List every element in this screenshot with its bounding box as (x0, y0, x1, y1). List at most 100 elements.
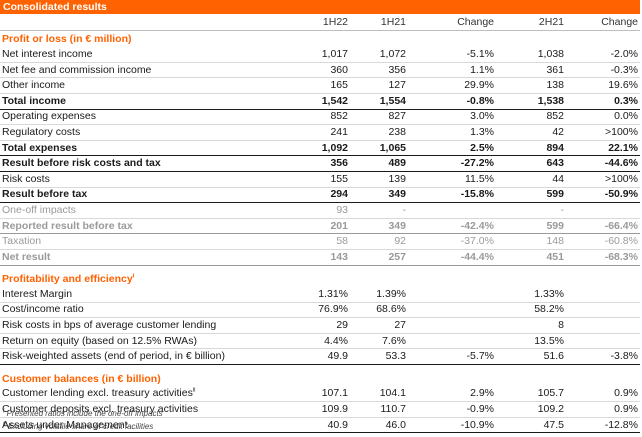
table-cell: -0.3% (566, 62, 640, 79)
table-row: One-off impacts 93- - (0, 202, 640, 219)
table-cell: -0.8% (408, 92, 496, 110)
table-cell: -37.0% (408, 233, 496, 250)
table-cell: 1.1% (408, 62, 496, 79)
table-cell: 599 (510, 217, 566, 235)
table-cell (496, 386, 510, 403)
table-cell: 241 (268, 124, 350, 141)
table-cell: -68.3% (566, 248, 640, 266)
table-cell: 599 (510, 186, 566, 204)
table-cell: 42 (510, 124, 566, 141)
table-cell: -2.0% (566, 47, 640, 63)
table-cell: -66.4% (566, 217, 640, 235)
row-label: Net fee and commission income (0, 62, 268, 79)
table-cell (268, 30, 350, 47)
table-cell (496, 30, 510, 47)
table-cell: 47.5 (510, 417, 566, 434)
table-cell (496, 62, 510, 79)
table-cell: 643 (510, 155, 566, 172)
table-cell: 0.9% (566, 386, 640, 403)
row-label: Net interest income (0, 47, 268, 63)
table-cell (496, 401, 510, 418)
table-cell (496, 171, 510, 188)
table-cell: -42.4% (408, 217, 496, 235)
row-label: Cost/income ratio (0, 302, 268, 319)
table-cell: 2.9% (408, 386, 496, 403)
table-cell: 238 (350, 124, 408, 141)
table-cell: 4.4% (268, 333, 350, 350)
table-cell (268, 370, 350, 387)
table-cell: -44.6% (566, 155, 640, 172)
table-cell: 49.9 (268, 348, 350, 366)
consolidated-results-table: 1H22 1H21 Change 2H21 Change Profit or loss (… (0, 15, 640, 434)
table-cell: -50.9% (566, 186, 640, 204)
table-cell: 92 (350, 233, 408, 250)
table-cell: 53.3 (350, 348, 408, 366)
table-cell (496, 139, 510, 157)
table-cell (408, 370, 496, 387)
table-row: Risk costs 155 139 11.5% 44 >100% (0, 171, 640, 188)
row-label: Result before risk costs and tax (0, 155, 268, 172)
row-label: Operating expenses (0, 109, 268, 126)
footnotes: i Presented ratios include the one-off i… (3, 407, 163, 433)
table-row: Risk-weighted assets (end of period, in … (0, 348, 640, 366)
table-cell: 852 (268, 109, 350, 126)
row-label: Net result (0, 248, 268, 266)
table-cell: 356 (350, 62, 408, 79)
table-row: Assets under Management 40.9 46.0 -10.9% 47.… (0, 417, 640, 434)
table-cell: 1,542 (268, 92, 350, 110)
table-cell (510, 30, 566, 47)
table-cell: 1,554 (350, 92, 408, 110)
table-row: Total income 1,542 1,554 -0.8% 1,538 0.3% (0, 92, 640, 110)
table-row: Net interest income 1,017 1,072 -5.1% 1,038-… (0, 47, 640, 63)
table-row: Result before tax 294 349 -15.8% 599 -50.9% (0, 186, 640, 204)
table-cell: 19.6% (566, 77, 640, 94)
table-cell: 11.5% (408, 171, 496, 188)
table-cell (566, 370, 640, 387)
table-cell (496, 233, 510, 250)
table-cell (566, 202, 640, 219)
table-cell: 1.3% (408, 124, 496, 141)
table-cell: 109.9 (268, 401, 350, 418)
row-label: Customer deposits excl. treasury activit… (0, 401, 268, 418)
row-label: Regulatory costs (0, 124, 268, 141)
table-row: Reported result before tax 201 349 -42.4% 59… (0, 217, 640, 235)
table-cell: 138 (510, 77, 566, 94)
table-cell (496, 202, 510, 219)
table-cell: 827 (350, 109, 408, 126)
table-cell: -44.4% (408, 248, 496, 266)
table-cell: 360 (268, 62, 350, 79)
table-cell (510, 271, 566, 288)
table-cell: -5.7% (408, 348, 496, 366)
table-cell (496, 47, 510, 63)
table-cell: 1.31% (268, 287, 350, 303)
table-cell (350, 370, 408, 387)
table-cell: 0.3% (566, 92, 640, 110)
table-cell: >100% (566, 124, 640, 141)
table-cell (566, 30, 640, 47)
table-cell: 165 (268, 77, 350, 94)
table-cell: 104.1 (350, 386, 408, 403)
table-row: Cost/income ratio 76.9% 68.6% 58.2% (0, 302, 640, 319)
row-label: One-off impacts (0, 202, 268, 219)
table-cell: 58 (268, 233, 350, 250)
table-cell: 110.7 (350, 401, 408, 418)
table-cell: 451 (510, 248, 566, 266)
table-cell: 1.33% (510, 287, 566, 303)
table-cell (496, 417, 510, 434)
table-cell: 13.5% (510, 333, 566, 350)
table-cell: 139 (350, 171, 408, 188)
table-cell: 46.0 (350, 417, 408, 434)
table-cell: -15.8% (408, 186, 496, 204)
row-label: Profit or loss (in € million) (2, 33, 132, 46)
table-row: Return on equity (based on 12.5% RWAs) 4.… (0, 333, 640, 350)
table-cell (496, 333, 510, 350)
table-cell: 1,017 (268, 47, 350, 63)
table-row: Total expenses 1,092 1,065 2.5% 894 22.1% (0, 139, 640, 157)
table-row: Taxation 58 92 -37.0% 148 -60.8% (0, 233, 640, 250)
table-cell (408, 202, 496, 219)
table-cell: 1,538 (510, 92, 566, 110)
table-row: Customer deposits excl. treasury activit… (0, 401, 640, 418)
table-cell: Change (408, 15, 496, 31)
table-cell: 294 (268, 186, 350, 204)
table-row: Other income 165 127 29.9% 138 19.6% (0, 77, 640, 94)
